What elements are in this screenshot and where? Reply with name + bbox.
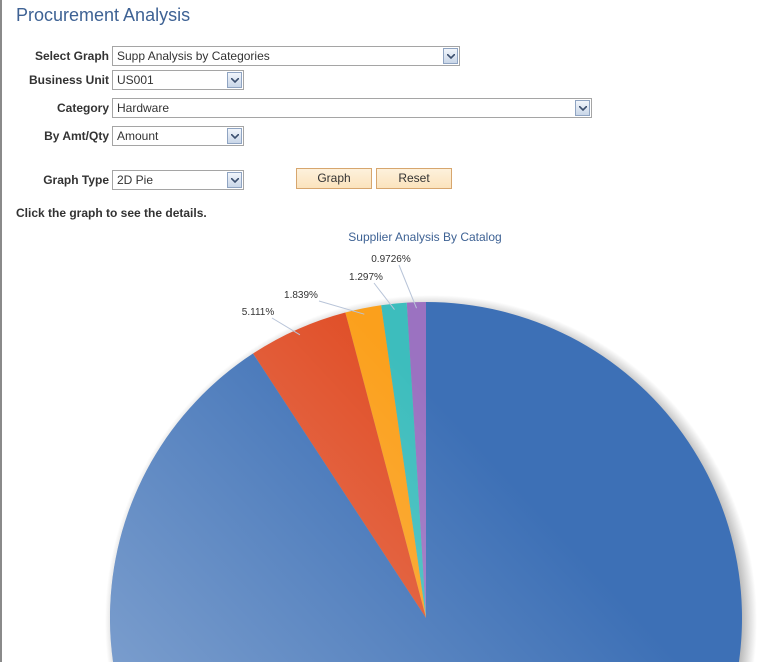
pie-data-label: 1.297%: [349, 272, 383, 283]
graph-type-label: Graph Type: [43, 173, 109, 187]
label-leader-line: [271, 317, 301, 336]
chevron-down-icon[interactable]: [575, 100, 590, 116]
chevron-down-icon[interactable]: [443, 48, 458, 64]
select-graph-row: Select Graph Supp Analysis by Categories: [0, 45, 460, 67]
select-graph-dropdown[interactable]: Supp Analysis by Categories: [112, 46, 460, 66]
business-unit-row: Business Unit US001: [0, 69, 244, 91]
label-leader-line: [373, 282, 395, 310]
graph-type-row: Graph Type 2D Pie: [0, 169, 244, 191]
label-leader-line: [398, 264, 417, 309]
chevron-down-icon[interactable]: [227, 72, 242, 88]
label-leader-line: [318, 300, 365, 315]
chart-title: Supplier Analysis By Catalog: [348, 230, 502, 244]
by-amt-qty-dropdown[interactable]: Amount: [112, 126, 244, 146]
graph-type-value: 2D Pie: [117, 173, 154, 187]
pie-data-labels: 0.9726% 1.297% 1.839% 5.111%: [242, 254, 417, 336]
by-amt-qty-value: Amount: [117, 129, 159, 143]
left-border: [0, 0, 2, 662]
reset-button[interactable]: Reset: [376, 168, 452, 189]
category-label: Category: [56, 101, 109, 115]
select-graph-label: Select Graph: [34, 49, 109, 63]
by-amt-qty-row: By Amt/Qty Amount: [0, 125, 244, 147]
graph-type-dropdown[interactable]: 2D Pie: [112, 170, 244, 190]
category-dropdown[interactable]: Hardware: [112, 98, 592, 118]
pie-data-label: 5.111%: [242, 307, 275, 318]
pie-chart-canvas[interactable]: 0.9726% 1.297% 1.839% 5.111%: [0, 225, 758, 662]
graph-button[interactable]: Graph: [296, 168, 372, 189]
chevron-down-icon[interactable]: [227, 128, 242, 144]
business-unit-value: US001: [117, 73, 154, 87]
chevron-down-icon[interactable]: [227, 172, 242, 188]
category-value: Hardware: [117, 101, 170, 115]
business-unit-label: Business Unit: [28, 73, 109, 87]
business-unit-dropdown[interactable]: US001: [112, 70, 244, 90]
category-row: Category Hardware: [0, 97, 592, 119]
select-graph-value: Supp Analysis by Categories: [117, 49, 270, 63]
click-graph-hint: Click the graph to see the details.: [16, 206, 207, 220]
pie-slice[interactable]: [110, 302, 742, 662]
pie-data-label: 0.9726%: [371, 254, 411, 265]
page-title: Procurement Analysis: [16, 5, 191, 25]
pie-slices[interactable]: [105, 295, 757, 662]
pie-chart[interactable]: Supplier Analysis By Catalog 0.9726% 1.29…: [0, 225, 758, 662]
pie-data-label: 1.839%: [284, 290, 318, 301]
by-amt-qty-label: By Amt/Qty: [44, 129, 109, 143]
